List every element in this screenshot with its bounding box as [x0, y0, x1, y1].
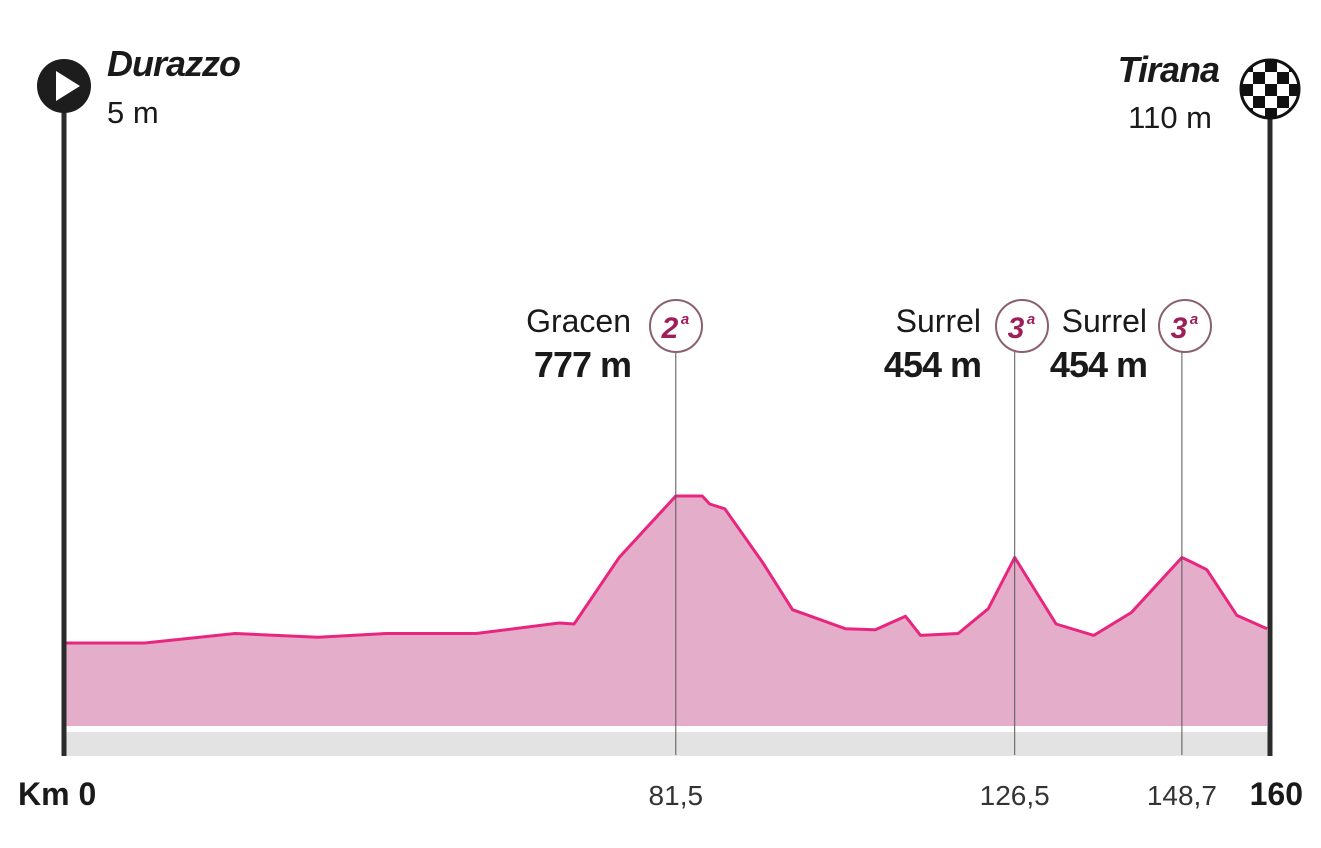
- svg-text:3: 3: [1171, 312, 1188, 345]
- category-badge-surrel-1: 3 a: [995, 299, 1049, 353]
- climb-elevation-gracen: 777 m: [534, 344, 631, 385]
- category-badge-surrel-2: 3 a: [1158, 299, 1212, 353]
- ground-band: [62, 732, 1268, 756]
- svg-text:3: 3: [1008, 312, 1025, 345]
- climb-elevation-surrel-1: 454 m: [884, 344, 981, 385]
- finish-elevation: 110 m: [1128, 100, 1212, 135]
- climb-name-gracen: Gracen: [526, 303, 631, 339]
- km-label-surrel-1: 126,5: [980, 780, 1050, 811]
- km-label-finish: 160: [1250, 776, 1303, 812]
- play-start-icon: [37, 59, 91, 113]
- svg-text:a: a: [681, 311, 689, 328]
- km-label-start: Km 0: [18, 776, 96, 812]
- climb-name-surrel-2: Surrel: [1062, 303, 1147, 339]
- km-label-surrel-2: 148,7: [1147, 780, 1217, 811]
- elevation-profile-area: [62, 496, 1267, 726]
- svg-text:a: a: [1190, 311, 1198, 328]
- finish-name: Tirana: [1118, 49, 1219, 90]
- checkered-flag-icon: [1239, 58, 1301, 120]
- climb-name-surrel-1: Surrel: [896, 303, 981, 339]
- category-badge-gracen: 2 a: [649, 299, 703, 353]
- km-label-gracen: 81,5: [649, 780, 704, 811]
- svg-text:a: a: [1027, 311, 1035, 328]
- start-name: Durazzo: [107, 43, 240, 84]
- start-elevation: 5 m: [107, 95, 159, 130]
- svg-text:2: 2: [661, 312, 679, 345]
- climb-elevation-surrel-2: 454 m: [1050, 344, 1147, 385]
